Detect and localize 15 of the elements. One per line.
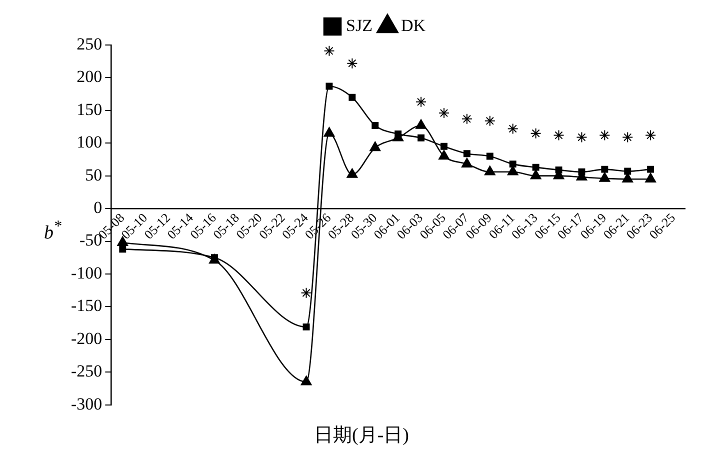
y-tick-label: -150 (70, 296, 102, 316)
y-tick-label: 100 (76, 132, 102, 152)
y-tick-label: 200 (76, 67, 102, 86)
y-axis-title: b$^{*}$ (44, 218, 62, 244)
y-tick-label: 250 (76, 34, 102, 54)
y-tick-label: 150 (76, 100, 102, 119)
legend-label: DK (400, 16, 426, 35)
x-axis-title: 日期(月-日) (313, 424, 410, 448)
y-tick-label: -100 (70, 263, 102, 282)
y-tick-label: -250 (70, 362, 102, 381)
legend-label: SJZ (346, 16, 372, 35)
y-tick-label: 50 (85, 165, 102, 184)
y-tick-label: -200 (70, 328, 102, 348)
y-tick-label: 0 (94, 198, 102, 218)
y-tick-label: -300 (70, 394, 102, 414)
